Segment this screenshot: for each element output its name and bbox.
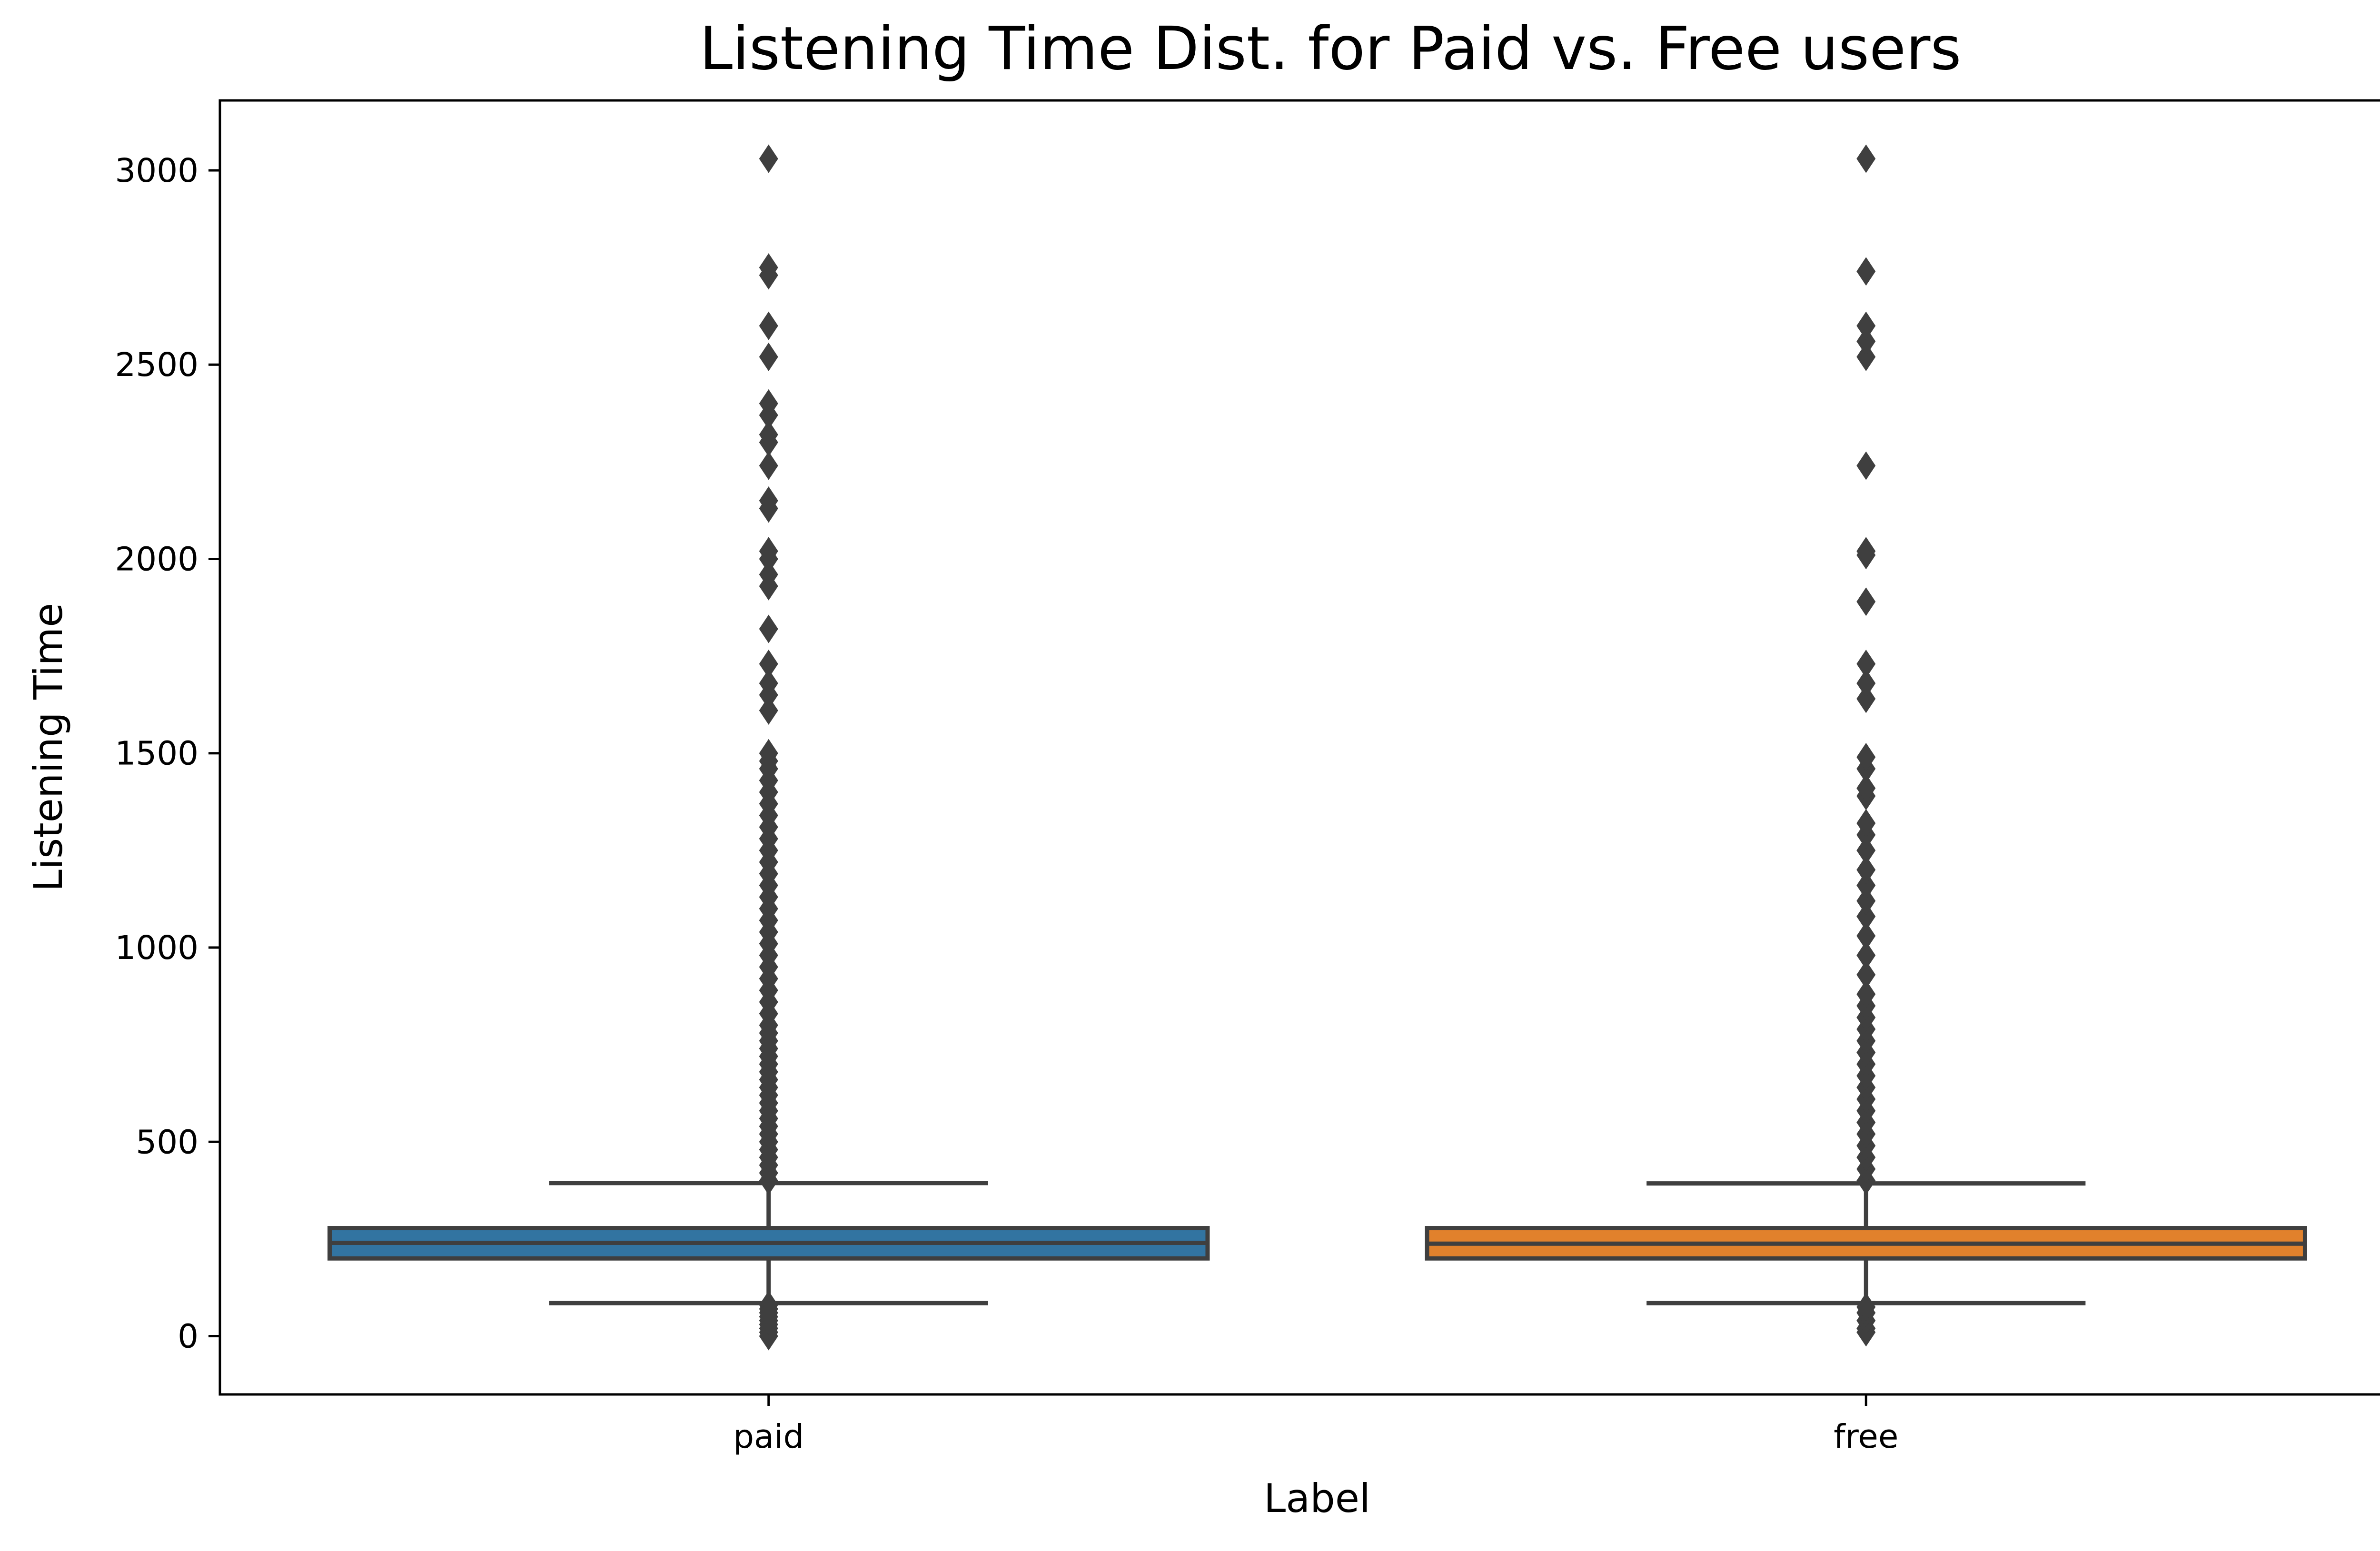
y-tick-label: 500 (136, 1123, 198, 1161)
outlier-point (759, 739, 778, 768)
outlier-point (759, 451, 778, 480)
outlier-point (759, 614, 778, 643)
outlier-point (759, 420, 778, 449)
y-tick-label: 1500 (115, 735, 198, 773)
outlier-point (1856, 742, 1876, 771)
outlier-point (759, 342, 778, 371)
y-tick-label: 2000 (115, 540, 198, 578)
outlier-point (1856, 587, 1876, 616)
outlier-point (759, 311, 778, 340)
outlier-point (1856, 327, 1876, 356)
outlier-point (759, 1291, 778, 1320)
chart-title: Listening Time Dist. for Paid vs. Free u… (699, 14, 1961, 83)
outlier-point (1856, 941, 1876, 970)
outlier-point (759, 389, 778, 418)
x-axis: paid free (733, 1394, 1898, 1456)
outlier-point (759, 537, 778, 566)
y-tick-label: 0 (178, 1318, 198, 1356)
outlier-point (1856, 144, 1876, 173)
outlier-point (1856, 684, 1876, 713)
y-tick-label: 3000 (115, 152, 198, 190)
outlier-point (759, 669, 778, 698)
outlier-point (1856, 855, 1876, 884)
outlier-point (759, 696, 778, 725)
y-axis-label: Listening Time (25, 603, 71, 892)
outlier-point (1856, 921, 1876, 950)
outlier-point (1856, 451, 1876, 480)
outlier-point (1856, 960, 1876, 989)
outlier-point (759, 253, 778, 282)
y-tick-label: 1000 (115, 929, 198, 967)
outlier-point (1856, 669, 1876, 698)
outlier-point (1856, 257, 1876, 286)
outlier-point (759, 144, 778, 173)
outlier-point (1856, 809, 1876, 838)
box-free (1425, 144, 2307, 1347)
outlier-point (759, 486, 778, 515)
outlier-point (1856, 887, 1876, 916)
plot-area (327, 144, 2307, 1351)
outlier-point (1856, 342, 1876, 371)
outlier-point (1856, 649, 1876, 678)
outlier-point (759, 649, 778, 678)
outlier-point (1856, 979, 1876, 1008)
outlier-point (1856, 1293, 1876, 1322)
y-axis: 0 500 1000 1500 2000 2500 3000 (115, 152, 220, 1356)
x-tick-label: paid (733, 1418, 804, 1456)
plot-frame (218, 99, 2380, 1396)
outlier-point (1856, 537, 1876, 566)
outlier-point (1856, 311, 1876, 340)
outlier-point (1856, 836, 1876, 865)
x-axis-label: Label (1264, 1475, 1370, 1521)
x-tick-label: free (1834, 1418, 1898, 1456)
box-paid (327, 144, 1210, 1351)
y-tick-label: 2500 (115, 346, 198, 384)
outlier-point (1856, 871, 1876, 900)
outlier-point (1856, 902, 1876, 931)
outlier-point (1856, 774, 1876, 803)
outlier-point (759, 560, 778, 589)
